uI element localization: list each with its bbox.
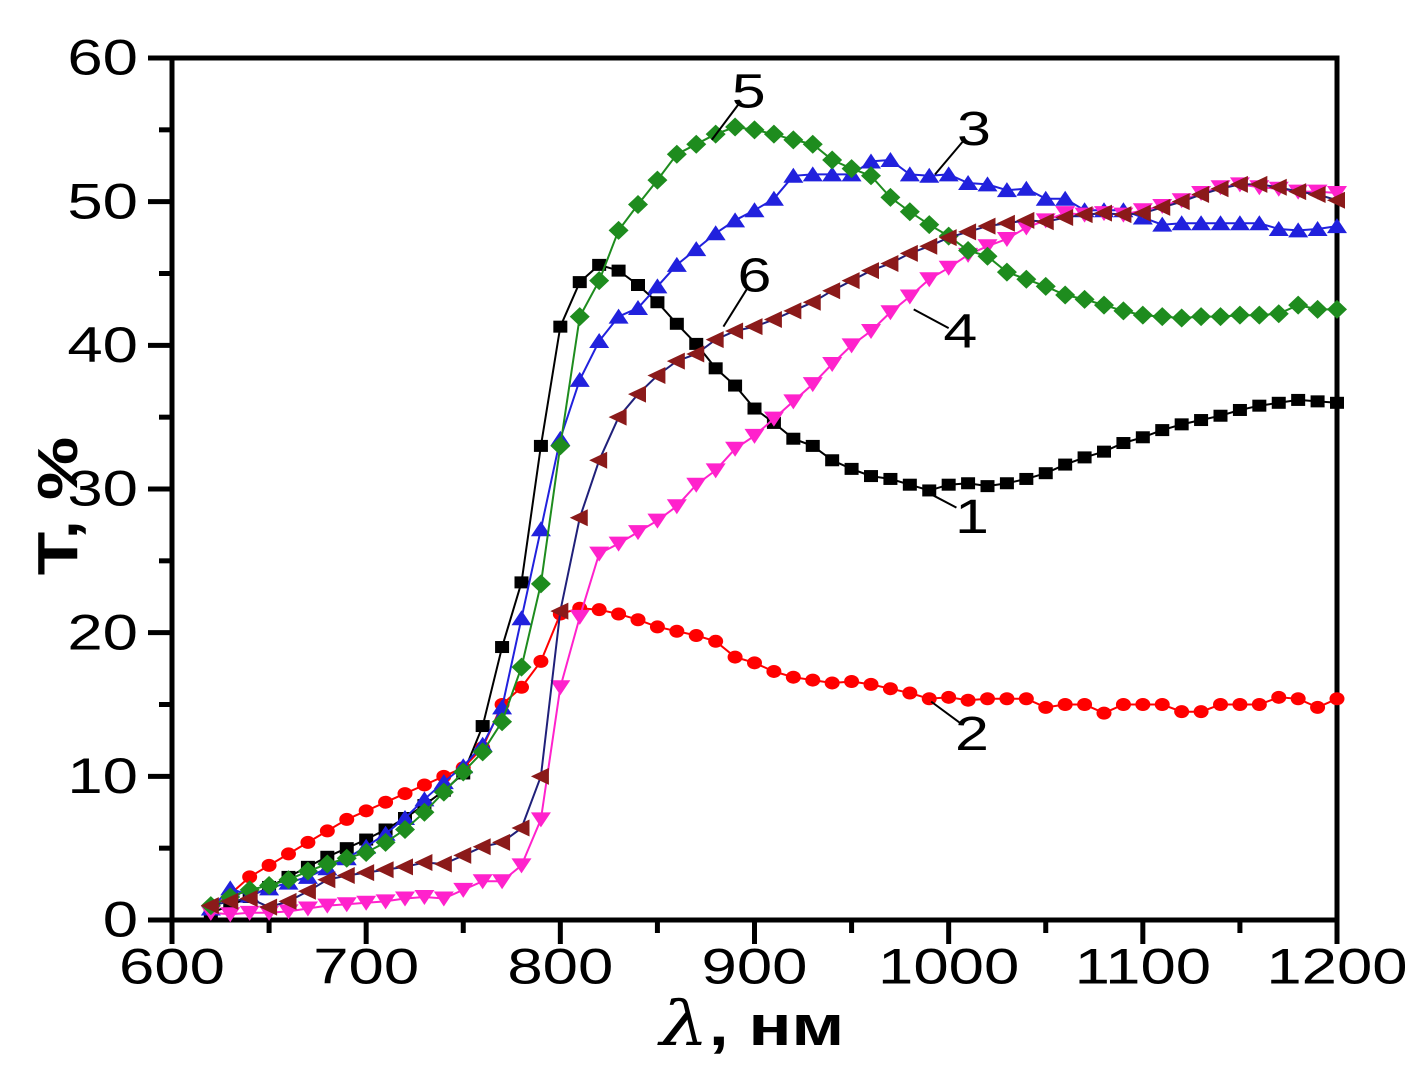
series-2 [203, 601, 1345, 916]
x-axis-title-lambda-symbol: λ [659, 987, 709, 1060]
series-2-markers [203, 601, 1345, 916]
curve-label-1-text: 1 [955, 489, 989, 543]
curve-label-3-leader-line [934, 139, 965, 176]
plot-frame [169, 55, 1340, 923]
y-axis-ticks [148, 55, 172, 923]
curve-label-4: 4 [913, 304, 977, 358]
x-axis-ticks [169, 920, 1340, 944]
x-tick-label: 1200 [1266, 939, 1405, 995]
curve-label-3: 3 [934, 101, 991, 176]
y-tick-label: 40 [67, 317, 138, 373]
x-tick-label: 700 [313, 939, 419, 995]
y-axis-title: T, % [26, 436, 90, 576]
y-tick-label: 30 [67, 461, 138, 517]
series-5-markers [200, 117, 1347, 916]
curve-label-6-leader-line [722, 288, 748, 328]
curve-label-4-text: 4 [943, 304, 977, 358]
series-5 [200, 117, 1347, 916]
series-2-line [210, 607, 1338, 910]
series-3-line [210, 158, 1338, 910]
curve-label-1-leader-line [928, 492, 957, 509]
x-tick-label: 1000 [878, 939, 1019, 995]
x-tick-label: 800 [507, 939, 613, 995]
series-3-markers [200, 152, 1347, 916]
curve-label-4-leader-line [913, 308, 950, 329]
curve-label-5-leader-line [710, 100, 742, 141]
y-tick-label: 20 [67, 605, 138, 661]
x-axis-title-units: , нм [708, 994, 845, 1058]
x-tick-label: 900 [702, 939, 808, 995]
y-tick-label: 0 [103, 892, 138, 948]
series-1 [203, 258, 1344, 919]
x-tick-label: 600 [119, 939, 225, 995]
curve-label-6: 6 [722, 248, 772, 328]
series-5-line [210, 125, 1337, 907]
curve-label-1: 1 [928, 489, 989, 543]
curve-label-2-leader-line [930, 700, 963, 726]
x-tick-label: 1100 [1075, 939, 1212, 995]
series-1-line [210, 263, 1338, 914]
y-tick-label: 10 [67, 748, 138, 804]
curve-label-6-text: 6 [738, 248, 772, 302]
series-6-markers [200, 175, 1345, 916]
y-axis-tick-labels: 0 10 20 30 40 50 60 [67, 30, 138, 948]
curve-label-3-text: 3 [957, 101, 991, 155]
curve-label-5-text: 5 [732, 64, 766, 118]
x-axis-title: λ, нм [558, 988, 946, 1068]
y-tick-label: 50 [67, 174, 138, 230]
series-1-markers [203, 258, 1344, 919]
curve-label-2-text: 2 [955, 706, 989, 760]
series-3 [200, 152, 1347, 916]
series-6 [200, 175, 1345, 916]
curve-label-5: 5 [710, 64, 766, 141]
curve-label-2: 2 [930, 700, 989, 760]
y-tick-label: 60 [67, 30, 138, 86]
x-axis-tick-labels: 600 700 800 900 1000 1100 1200 [119, 939, 1405, 995]
